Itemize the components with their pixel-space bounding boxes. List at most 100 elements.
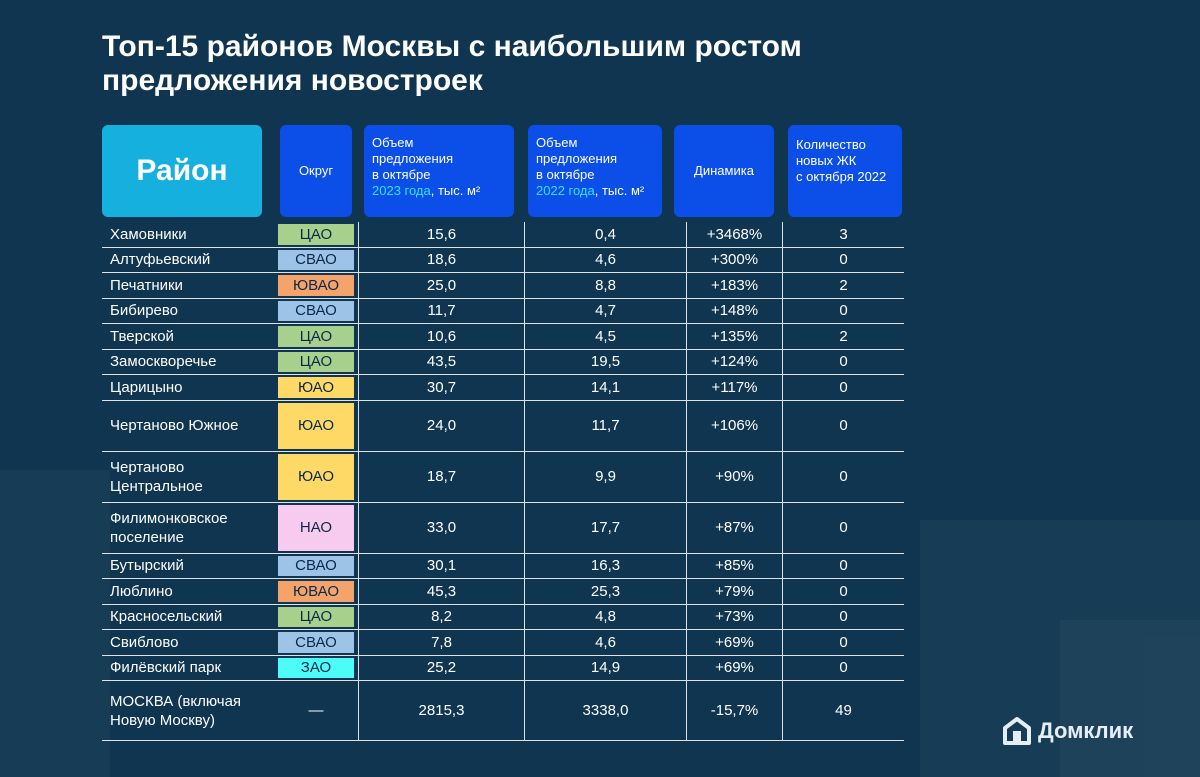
okrug-cell: ЦАО: [274, 350, 358, 375]
okrug-cell: СВАО: [274, 630, 358, 655]
okrug-cell: СВАО: [274, 554, 358, 579]
dynamics-value: +85%: [686, 553, 782, 578]
title-line-1: Топ-15 районов Москвы с наибольшим росто…: [102, 30, 802, 63]
district-name: Люблино: [110, 582, 173, 600]
district-name: Свиблово: [110, 633, 179, 651]
header-v23-line3: в октябре: [372, 167, 431, 182]
volume-2023: 15,6: [358, 222, 524, 247]
volume-2022: 3338,0: [524, 681, 686, 740]
background-decoration: [1060, 620, 1200, 777]
okrug-badge: СВАО: [278, 555, 354, 576]
volume-2023: 25,2: [358, 655, 524, 680]
volume-2023: 2815,3: [358, 681, 524, 740]
dynamics-value: +183%: [686, 273, 782, 298]
okrug-cell: ЮАО: [274, 452, 358, 502]
district-name: Хамовники: [110, 225, 187, 243]
header-count-line1: Количество: [796, 137, 866, 152]
okrug-badge: ЮВАО: [278, 581, 354, 602]
new-complexes-count: 0: [782, 630, 904, 655]
new-complexes-count: 0: [782, 375, 904, 400]
district-name: Алтуфьевский: [110, 251, 211, 269]
volume-2022: 9,9: [524, 451, 686, 502]
table-row: Филёвский парк ЗАО 25,2 14,9 +69% 0: [102, 655, 904, 681]
district-name: Бутырский: [110, 557, 184, 575]
district-name: Красносельский: [110, 608, 223, 626]
volume-2022: 25,3: [524, 579, 686, 604]
volume-2022: 14,1: [524, 375, 686, 400]
district-name: Филёвский парк: [110, 659, 222, 677]
okrug-badge: ЦАО: [278, 224, 354, 245]
page-title: Топ-15 районов Москвы с наибольшим росто…: [102, 30, 1002, 98]
header-v23-year: 2023 года: [372, 183, 431, 198]
volume-2022: 8,8: [524, 273, 686, 298]
dynamics-value: +87%: [686, 502, 782, 553]
district-name: Бибирево: [110, 302, 179, 320]
district-name: Замоскворечье: [110, 353, 217, 371]
okrug-badge: ЗАО: [278, 657, 354, 678]
okrug-cell: ЮАО: [274, 375, 358, 400]
title-line-2: предложения новостроек: [102, 64, 483, 97]
header-district: Район: [102, 125, 262, 217]
new-complexes-count: 49: [782, 681, 904, 740]
volume-2023: 33,0: [358, 502, 524, 553]
dynamics-value: +79%: [686, 579, 782, 604]
okrug-cell: ЦАО: [274, 222, 358, 247]
dynamics-value: +300%: [686, 247, 782, 272]
header-v22-unit: , тыс. м²: [594, 183, 645, 198]
districts-table: Район Округ Объем предложения в октябре …: [102, 125, 904, 741]
header-okrug: Округ: [280, 125, 352, 217]
okrug-badge: ЦАО: [278, 606, 354, 627]
header-count-line3: с октября 2022: [796, 169, 887, 184]
volume-2023: 18,6: [358, 247, 524, 272]
volume-2022: 4,5: [524, 324, 686, 349]
volume-2023: 30,1: [358, 553, 524, 578]
table-row: Бутырский СВАО 30,1 16,3 +85% 0: [102, 553, 904, 579]
dynamics-value: +90%: [686, 451, 782, 502]
volume-2023: 18,7: [358, 451, 524, 502]
okrug-badge: СВАО: [278, 249, 354, 270]
volume-2023: 45,3: [358, 579, 524, 604]
table-row: Свиблово СВАО 7,8 4,6 +69% 0: [102, 630, 904, 656]
district-name: Чертаново Южное: [110, 417, 239, 434]
header-count-line2: новых ЖК: [796, 153, 857, 168]
volume-2022: 4,8: [524, 604, 686, 629]
table-row: Алтуфьевский СВАО 18,6 4,6 +300% 0: [102, 247, 904, 273]
okrug-cell: СВАО: [274, 299, 358, 324]
volume-2023: 25,0: [358, 273, 524, 298]
table-row: Чертаново Центральное ЮАО 18,7 9,9 +90% 0: [102, 451, 904, 503]
okrug-badge: СВАО: [278, 632, 354, 653]
okrug-badge: НАО: [278, 504, 354, 551]
okrug-cell: ЮАО: [274, 401, 358, 451]
dynamics-value: -15,7%: [686, 681, 782, 740]
volume-2022: 19,5: [524, 349, 686, 374]
dynamics-value: +69%: [686, 655, 782, 680]
volume-2022: 17,7: [524, 502, 686, 553]
volume-2023: 24,0: [358, 400, 524, 451]
volume-2022: 11,7: [524, 400, 686, 451]
table-row: Филимонковское поселение НАО 33,0 17,7 +87% 0: [102, 502, 904, 554]
dynamics-value: +106%: [686, 400, 782, 451]
volume-2023: 30,7: [358, 375, 524, 400]
okrug-badge: —: [308, 702, 324, 719]
dynamics-value: +148%: [686, 298, 782, 323]
volume-2023: 8,2: [358, 604, 524, 629]
dynamics-value: +124%: [686, 349, 782, 374]
table-row: Хамовники ЦАО 15,6 0,4 +3468% 3: [102, 222, 904, 248]
header-v23-unit: , тыс. м²: [430, 183, 481, 198]
new-complexes-count: 0: [782, 655, 904, 680]
okrug-badge: СВАО: [278, 300, 354, 321]
volume-2022: 14,9: [524, 655, 686, 680]
new-complexes-count: 0: [782, 400, 904, 451]
okrug-cell: СВАО: [274, 248, 358, 273]
new-complexes-count: 0: [782, 247, 904, 272]
volume-2023: 10,6: [358, 324, 524, 349]
okrug-badge: ЮВАО: [278, 275, 354, 296]
okrug-cell: ЦАО: [274, 324, 358, 349]
dynamics-value: +3468%: [686, 222, 782, 247]
volume-2022: 4,6: [524, 247, 686, 272]
table-row: Красносельский ЦАО 8,2 4,8 +73% 0: [102, 604, 904, 630]
volume-2022: 0,4: [524, 222, 686, 247]
header-v22-line2: предложения: [536, 151, 618, 166]
table-row: Бибирево СВАО 11,7 4,7 +148% 0: [102, 298, 904, 324]
district-name: Тверской: [110, 327, 174, 345]
